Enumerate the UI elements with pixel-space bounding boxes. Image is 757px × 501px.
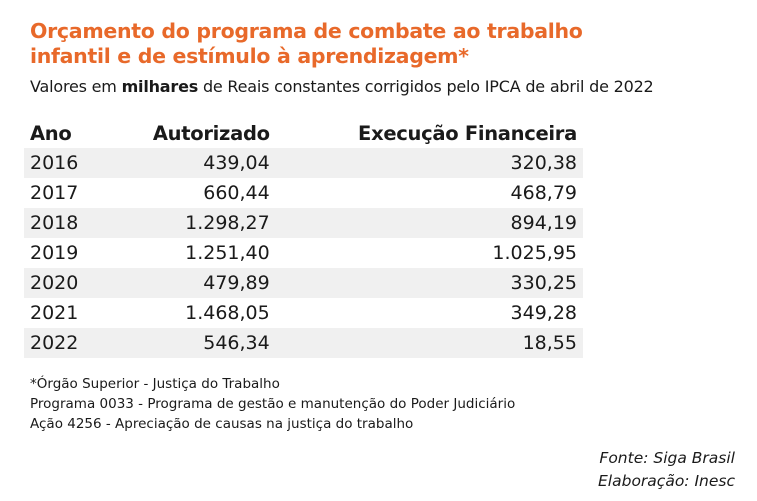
source-fonte: Fonte: Siga Brasil bbox=[599, 449, 735, 467]
footnote: Ação 4256 - Apreciação de causas na just… bbox=[30, 416, 414, 432]
title-line-2: infantil e de estímulo à aprendizagem* bbox=[30, 44, 469, 68]
cell-ano: 2018 bbox=[30, 212, 79, 234]
header-execucao: Execução Financeira bbox=[358, 121, 577, 145]
source: Fonte: Siga Brasil Elaboração: Inesc bbox=[598, 447, 735, 493]
table-row: 2016 439,04 320,38 bbox=[24, 148, 583, 178]
table-header: Ano Autorizado Execução Financeira bbox=[24, 118, 583, 148]
header-autorizado: Autorizado bbox=[152, 121, 270, 145]
cell-execucao: 320,38 bbox=[510, 152, 577, 174]
cell-autorizado: 1.251,40 bbox=[185, 242, 270, 264]
cell-execucao: 894,19 bbox=[510, 212, 577, 234]
table-row: 2019 1.251,40 1.025,95 bbox=[24, 238, 583, 268]
cell-ano: 2017 bbox=[30, 182, 79, 204]
table-row: 2021 1.468,05 349,28 bbox=[24, 298, 583, 328]
table-row: 2018 1.298,27 894,19 bbox=[24, 208, 583, 238]
cell-autorizado: 1.298,27 bbox=[185, 212, 270, 234]
page-title: Orçamento do programa de combate ao trab… bbox=[30, 19, 583, 69]
cell-ano: 2016 bbox=[30, 152, 79, 174]
cell-autorizado: 546,34 bbox=[203, 332, 270, 354]
cell-autorizado: 1.468,05 bbox=[185, 302, 270, 324]
subtitle-bold: milhares bbox=[121, 77, 199, 96]
table-row: 2020 479,89 330,25 bbox=[24, 268, 583, 298]
header-ano: Ano bbox=[30, 121, 72, 145]
table-row: 2017 660,44 468,79 bbox=[24, 178, 583, 208]
subtitle-post: de Reais constantes corrigidos pelo IPCA… bbox=[198, 77, 654, 96]
cell-execucao: 468,79 bbox=[510, 182, 577, 204]
cell-ano: 2020 bbox=[30, 272, 79, 294]
cell-execucao: 349,28 bbox=[510, 302, 577, 324]
cell-ano: 2021 bbox=[30, 302, 79, 324]
cell-execucao: 1.025,95 bbox=[492, 242, 577, 264]
budget-table: Ano Autorizado Execução Financeira 2016 4… bbox=[24, 118, 583, 358]
cell-autorizado: 660,44 bbox=[203, 182, 270, 204]
cell-execucao: 18,55 bbox=[522, 332, 577, 354]
footnotes: *Órgão Superior - Justiça do Trabalho Pr… bbox=[30, 374, 515, 434]
cell-execucao: 330,25 bbox=[510, 272, 577, 294]
table-row: 2022 546,34 18,55 bbox=[24, 328, 583, 358]
cell-autorizado: 439,04 bbox=[203, 152, 270, 174]
title-line-1: Orçamento do programa de combate ao trab… bbox=[30, 19, 583, 43]
source-elaboracao: Elaboração: Inesc bbox=[598, 472, 735, 490]
subtitle: Valores em milhares de Reais constantes … bbox=[30, 77, 654, 96]
cell-ano: 2022 bbox=[30, 332, 79, 354]
footnote: *Órgão Superior - Justiça do Trabalho bbox=[30, 376, 280, 392]
cell-ano: 2019 bbox=[30, 242, 79, 264]
cell-autorizado: 479,89 bbox=[203, 272, 270, 294]
subtitle-pre: Valores em bbox=[30, 77, 122, 96]
footnote: Programa 0033 - Programa de gestão e man… bbox=[30, 396, 516, 412]
